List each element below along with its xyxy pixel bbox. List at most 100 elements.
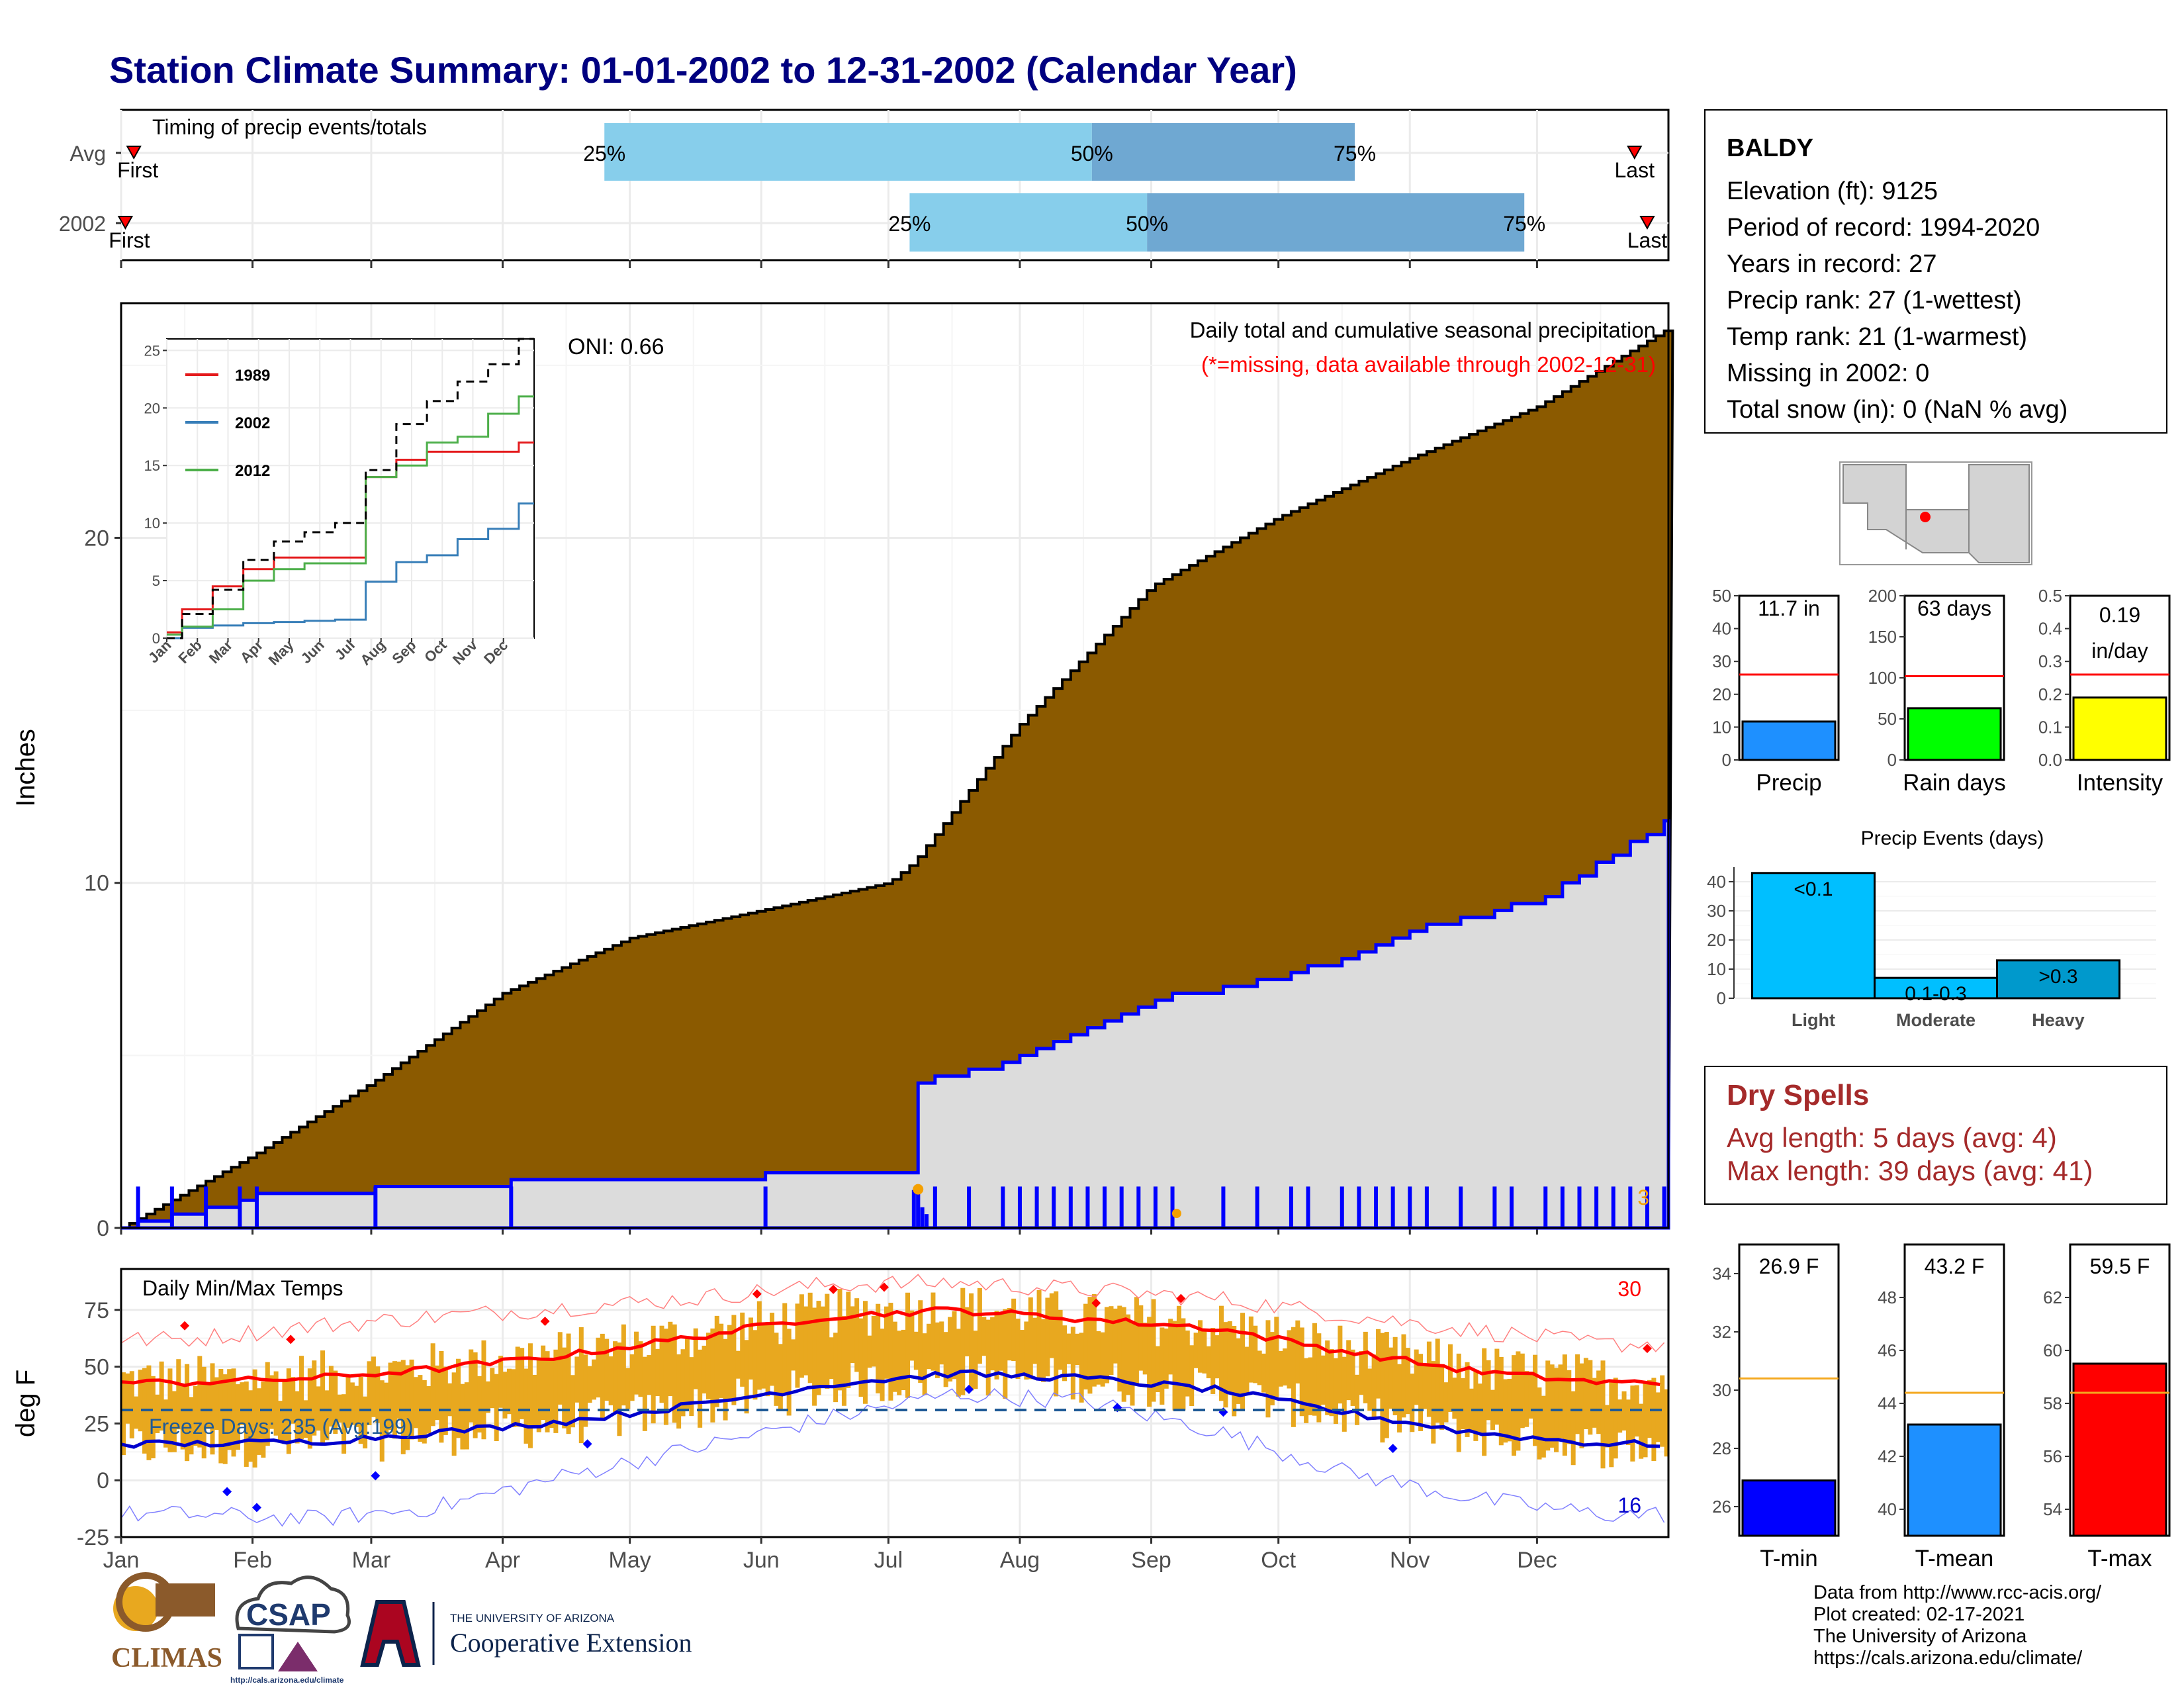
daily-temp-bar (150, 1376, 156, 1458)
temp-summary-ytick-label: 58 (2043, 1393, 2062, 1413)
last-event-marker (1627, 146, 1643, 160)
daily-temp-bar (1325, 1340, 1330, 1415)
daily-temp-bar (481, 1340, 486, 1440)
daily-temp-bar (1121, 1307, 1126, 1402)
daily-temp-bar (1486, 1360, 1491, 1421)
record-high-marker (1176, 1293, 1186, 1303)
daily-temp-bar (985, 1319, 991, 1396)
oni-label: ONI: 0.66 (568, 334, 664, 359)
record-low-marker (251, 1503, 261, 1513)
daily-temp-bar (1524, 1371, 1529, 1427)
summary-ytick-label: 100 (1868, 668, 1897, 688)
daily-temp-bar (1274, 1317, 1279, 1397)
daily-temp-bar (337, 1394, 342, 1423)
daily-temp-bar (1456, 1353, 1461, 1452)
daily-temp-bar (1338, 1325, 1343, 1404)
daily-precip-bar (920, 1207, 925, 1228)
daily-precip-bar (254, 1186, 259, 1228)
inset-line-2002 (167, 502, 534, 639)
daily-precip-bar (204, 1186, 208, 1228)
daily-temp-bar (719, 1323, 724, 1398)
record-high-marker (829, 1284, 839, 1294)
summary-ytick-label: 10 (1712, 717, 1731, 737)
summary-chart-rain-days: 0 50 100 150 200 63 days Rain days (1868, 586, 2006, 796)
daily-temp-bar (396, 1361, 402, 1419)
timing-q50-label: 50% (1126, 212, 1168, 236)
daily-temp-bar (1533, 1354, 1538, 1446)
daily-precip-bar (933, 1186, 937, 1228)
daily-temp-bar (770, 1313, 775, 1386)
daily-temp-bar (456, 1358, 461, 1438)
events-ytick-label: 10 (1707, 959, 1726, 979)
daily-temp-bar (159, 1361, 164, 1431)
temp-summary-value-bar (2072, 1362, 2167, 1537)
temp-summary-ytick-label: 46 (1878, 1340, 1897, 1360)
station-missing: Missing in 2002: 0 (1727, 359, 1930, 387)
daily-temp-bar (570, 1375, 575, 1428)
daily-temp-bar (867, 1335, 872, 1368)
daily-precip-bar (1136, 1186, 1141, 1228)
daily-temp-bar (1109, 1306, 1114, 1376)
daily-temp-bar (341, 1394, 347, 1454)
daily-temp-bar (536, 1358, 541, 1432)
daily-temp-bar (1062, 1325, 1068, 1382)
footer-line-4: https://cals.arizona.edu/climate/ (1813, 1648, 2083, 1669)
daily-temp-bar (557, 1332, 563, 1405)
precip-missing-note: (*=missing, data available through 2002-… (1201, 352, 1656, 377)
daily-temp-bar (303, 1400, 308, 1438)
daily-temp-bar (846, 1291, 851, 1388)
daily-temp-bar (621, 1324, 626, 1406)
daily-temp-bar (252, 1369, 257, 1468)
temp-panel-title: Daily Min/Max Temps (142, 1276, 343, 1300)
daily-temp-bar (1299, 1327, 1304, 1417)
daily-temp-bar (782, 1303, 788, 1394)
daily-precip-bar (1170, 1186, 1175, 1228)
events-title: Precip Events (days) (1861, 827, 2044, 849)
daily-temp-bar (1359, 1350, 1364, 1395)
daily-temp-bar (735, 1350, 741, 1379)
summary-ytick-label: 20 (1712, 684, 1731, 704)
events-bar-moderate (1874, 976, 1998, 1000)
daily-temp-bar (222, 1374, 228, 1464)
daily-temp-bar (583, 1354, 588, 1427)
daily-temp-bar (1643, 1381, 1648, 1458)
daily-temp-bar (494, 1374, 499, 1441)
temp-summary-ytick-label: 42 (1878, 1446, 1897, 1466)
daily-temp-bar (592, 1359, 597, 1400)
dry-spells-box: Dry Spells Avg length: 5 days (avg: 4) M… (1704, 1066, 2167, 1205)
daily-temp-bar (439, 1350, 444, 1443)
daily-temp-bar (261, 1382, 266, 1458)
daily-temp-bar (698, 1349, 703, 1428)
daily-precip-bar (169, 1186, 174, 1228)
first-event-label: First (109, 228, 150, 252)
ua-big-text: Cooperative Extension (450, 1628, 692, 1658)
daily-temp-bar (1520, 1353, 1525, 1429)
daily-temp-bar (871, 1316, 876, 1367)
daily-temp-bar (1397, 1364, 1402, 1432)
daily-temp-bar (1045, 1297, 1050, 1377)
daily-temp-bar (171, 1391, 177, 1452)
daily-temp-bar (299, 1356, 304, 1440)
daily-temp-bar (960, 1288, 966, 1395)
events-bar-light (1751, 872, 1876, 1000)
daily-temp-bar (566, 1333, 571, 1434)
summary-ytick-label: 50 (1878, 709, 1897, 729)
daily-temp-bar (409, 1359, 414, 1440)
daily-temp-bar (897, 1331, 902, 1395)
csap-cloud (235, 1575, 351, 1634)
csap-bars (238, 1634, 274, 1669)
daily-temp-bar (795, 1303, 800, 1388)
daily-temp-bar (1452, 1378, 1457, 1419)
daily-temp-bar (1516, 1351, 1521, 1451)
daily-temp-bar (1147, 1317, 1152, 1407)
daily-precip-bar (1289, 1186, 1293, 1228)
daily-temp-bar (1346, 1340, 1351, 1401)
daily-temp-bar (1015, 1319, 1021, 1380)
daily-temp-bar (1537, 1387, 1542, 1460)
temp-min-count: 16 (1617, 1493, 1641, 1517)
precip-corner-count: 3 (1637, 1186, 1649, 1209)
daily-temp-bar (927, 1323, 932, 1370)
daily-temp-bar (248, 1390, 253, 1462)
record-high-marker (540, 1316, 550, 1326)
station-period: Period of record: 1994-2020 (1727, 214, 2040, 242)
